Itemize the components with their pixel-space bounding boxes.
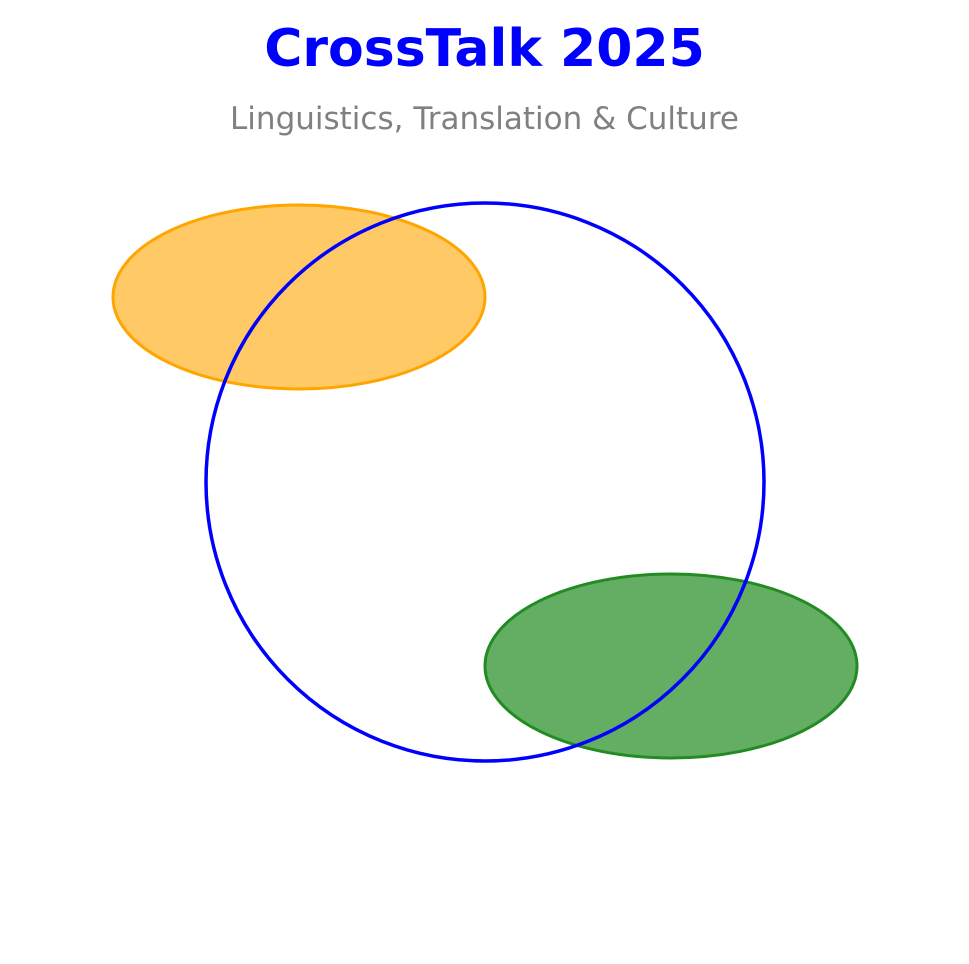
green-ellipse: [483, 572, 859, 760]
orange-ellipse: [111, 203, 487, 391]
event-title: CrossTalk 2025: [264, 19, 705, 79]
blue-ring: [204, 201, 766, 763]
event-subtitle: Linguistics, Translation & Culture: [230, 101, 739, 137]
